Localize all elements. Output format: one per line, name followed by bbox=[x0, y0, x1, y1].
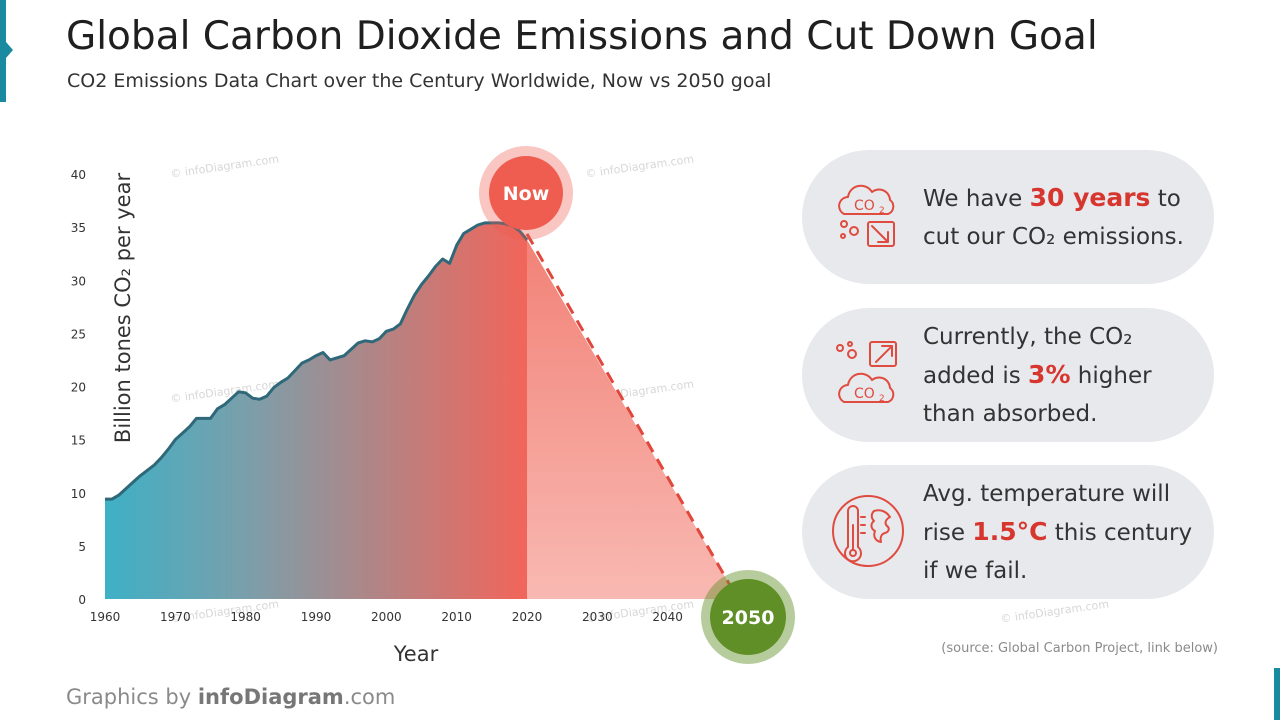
y-tick-label: 30 bbox=[71, 274, 86, 288]
y-tick-label: 15 bbox=[71, 434, 86, 448]
page-subtitle: CO2 Emissions Data Chart over the Centur… bbox=[67, 70, 772, 92]
co2-decrease-icon: CO 2 bbox=[838, 184, 895, 247]
y-tick-label: 0 bbox=[78, 593, 86, 607]
highlight-value: 1.5°C bbox=[972, 516, 1048, 546]
page-title: Global Carbon Dioxide Emissions and Cut … bbox=[66, 14, 1098, 59]
y-tick-label: 25 bbox=[71, 327, 86, 341]
info-card-percent: CO 2 Currently, the CO₂ added is 3% high… bbox=[802, 308, 1214, 442]
y-tick-label: 40 bbox=[71, 168, 86, 182]
y-axis-title: Billion tones CO₂ per year bbox=[111, 173, 135, 444]
x-tick-label: 1960 bbox=[90, 610, 121, 624]
svg-text:CO: CO bbox=[854, 386, 875, 402]
y-tick-label: 5 bbox=[78, 540, 86, 554]
emissions-area bbox=[105, 222, 527, 599]
watermark: © infoDiagram.com bbox=[999, 597, 1110, 626]
y-tick-label: 35 bbox=[71, 221, 86, 235]
co2-increase-icon: CO 2 bbox=[836, 341, 897, 404]
goal-dashed-line bbox=[525, 233, 740, 600]
card-text: We have 30 years to cut our CO₂ emission… bbox=[923, 182, 1184, 250]
y-tick-label: 20 bbox=[71, 381, 86, 395]
2050-marker-label: 2050 bbox=[722, 607, 775, 629]
emissions-chart: 0 5 10 15 20 25 30 35 40 1960 1970 1980 1990 2000 2010… bbox=[71, 146, 795, 666]
x-tick-label: 2010 bbox=[441, 610, 472, 624]
emissions-line bbox=[105, 221, 529, 501]
x-tick-label: 2030 bbox=[582, 610, 613, 624]
thermometer-globe-icon bbox=[832, 495, 904, 567]
x-axis-title: Year bbox=[393, 642, 439, 666]
left-accent-notch bbox=[6, 42, 13, 58]
svg-text:CO: CO bbox=[854, 198, 875, 214]
x-tick-label: 1980 bbox=[230, 610, 261, 624]
x-tick-label: 2000 bbox=[371, 610, 402, 624]
now-marker bbox=[489, 156, 563, 230]
highlight-value: 30 years bbox=[1029, 182, 1151, 212]
footer-credit: Graphics by infoDiagram.com bbox=[66, 685, 396, 709]
card-text: Avg. temperature will rise 1.5°C this ce… bbox=[923, 480, 1193, 584]
highlight-value: 3% bbox=[1028, 359, 1071, 389]
right-accent-bar bbox=[1274, 668, 1280, 720]
info-card-years: CO 2 We have 30 years to cut our CO₂ emi… bbox=[802, 150, 1214, 284]
left-accent-bar bbox=[0, 0, 6, 102]
svg-text:2: 2 bbox=[879, 206, 885, 216]
y-tick-label: 10 bbox=[71, 487, 86, 501]
x-tick-label: 2040 bbox=[652, 610, 683, 624]
source-note: (source: Global Carbon Project, link bel… bbox=[941, 641, 1218, 656]
now-marker-label: Now bbox=[503, 183, 550, 205]
card-text: Currently, the CO₂ added is 3% higher th… bbox=[923, 323, 1152, 427]
x-tick-label: 2020 bbox=[512, 610, 543, 624]
x-tick-label: 1990 bbox=[301, 610, 332, 624]
svg-text:2: 2 bbox=[879, 394, 885, 404]
projection-area bbox=[527, 239, 738, 599]
info-card-temperature: Avg. temperature will rise 1.5°C this ce… bbox=[802, 465, 1214, 599]
2050-marker bbox=[710, 579, 786, 655]
x-tick-label: 1970 bbox=[160, 610, 191, 624]
